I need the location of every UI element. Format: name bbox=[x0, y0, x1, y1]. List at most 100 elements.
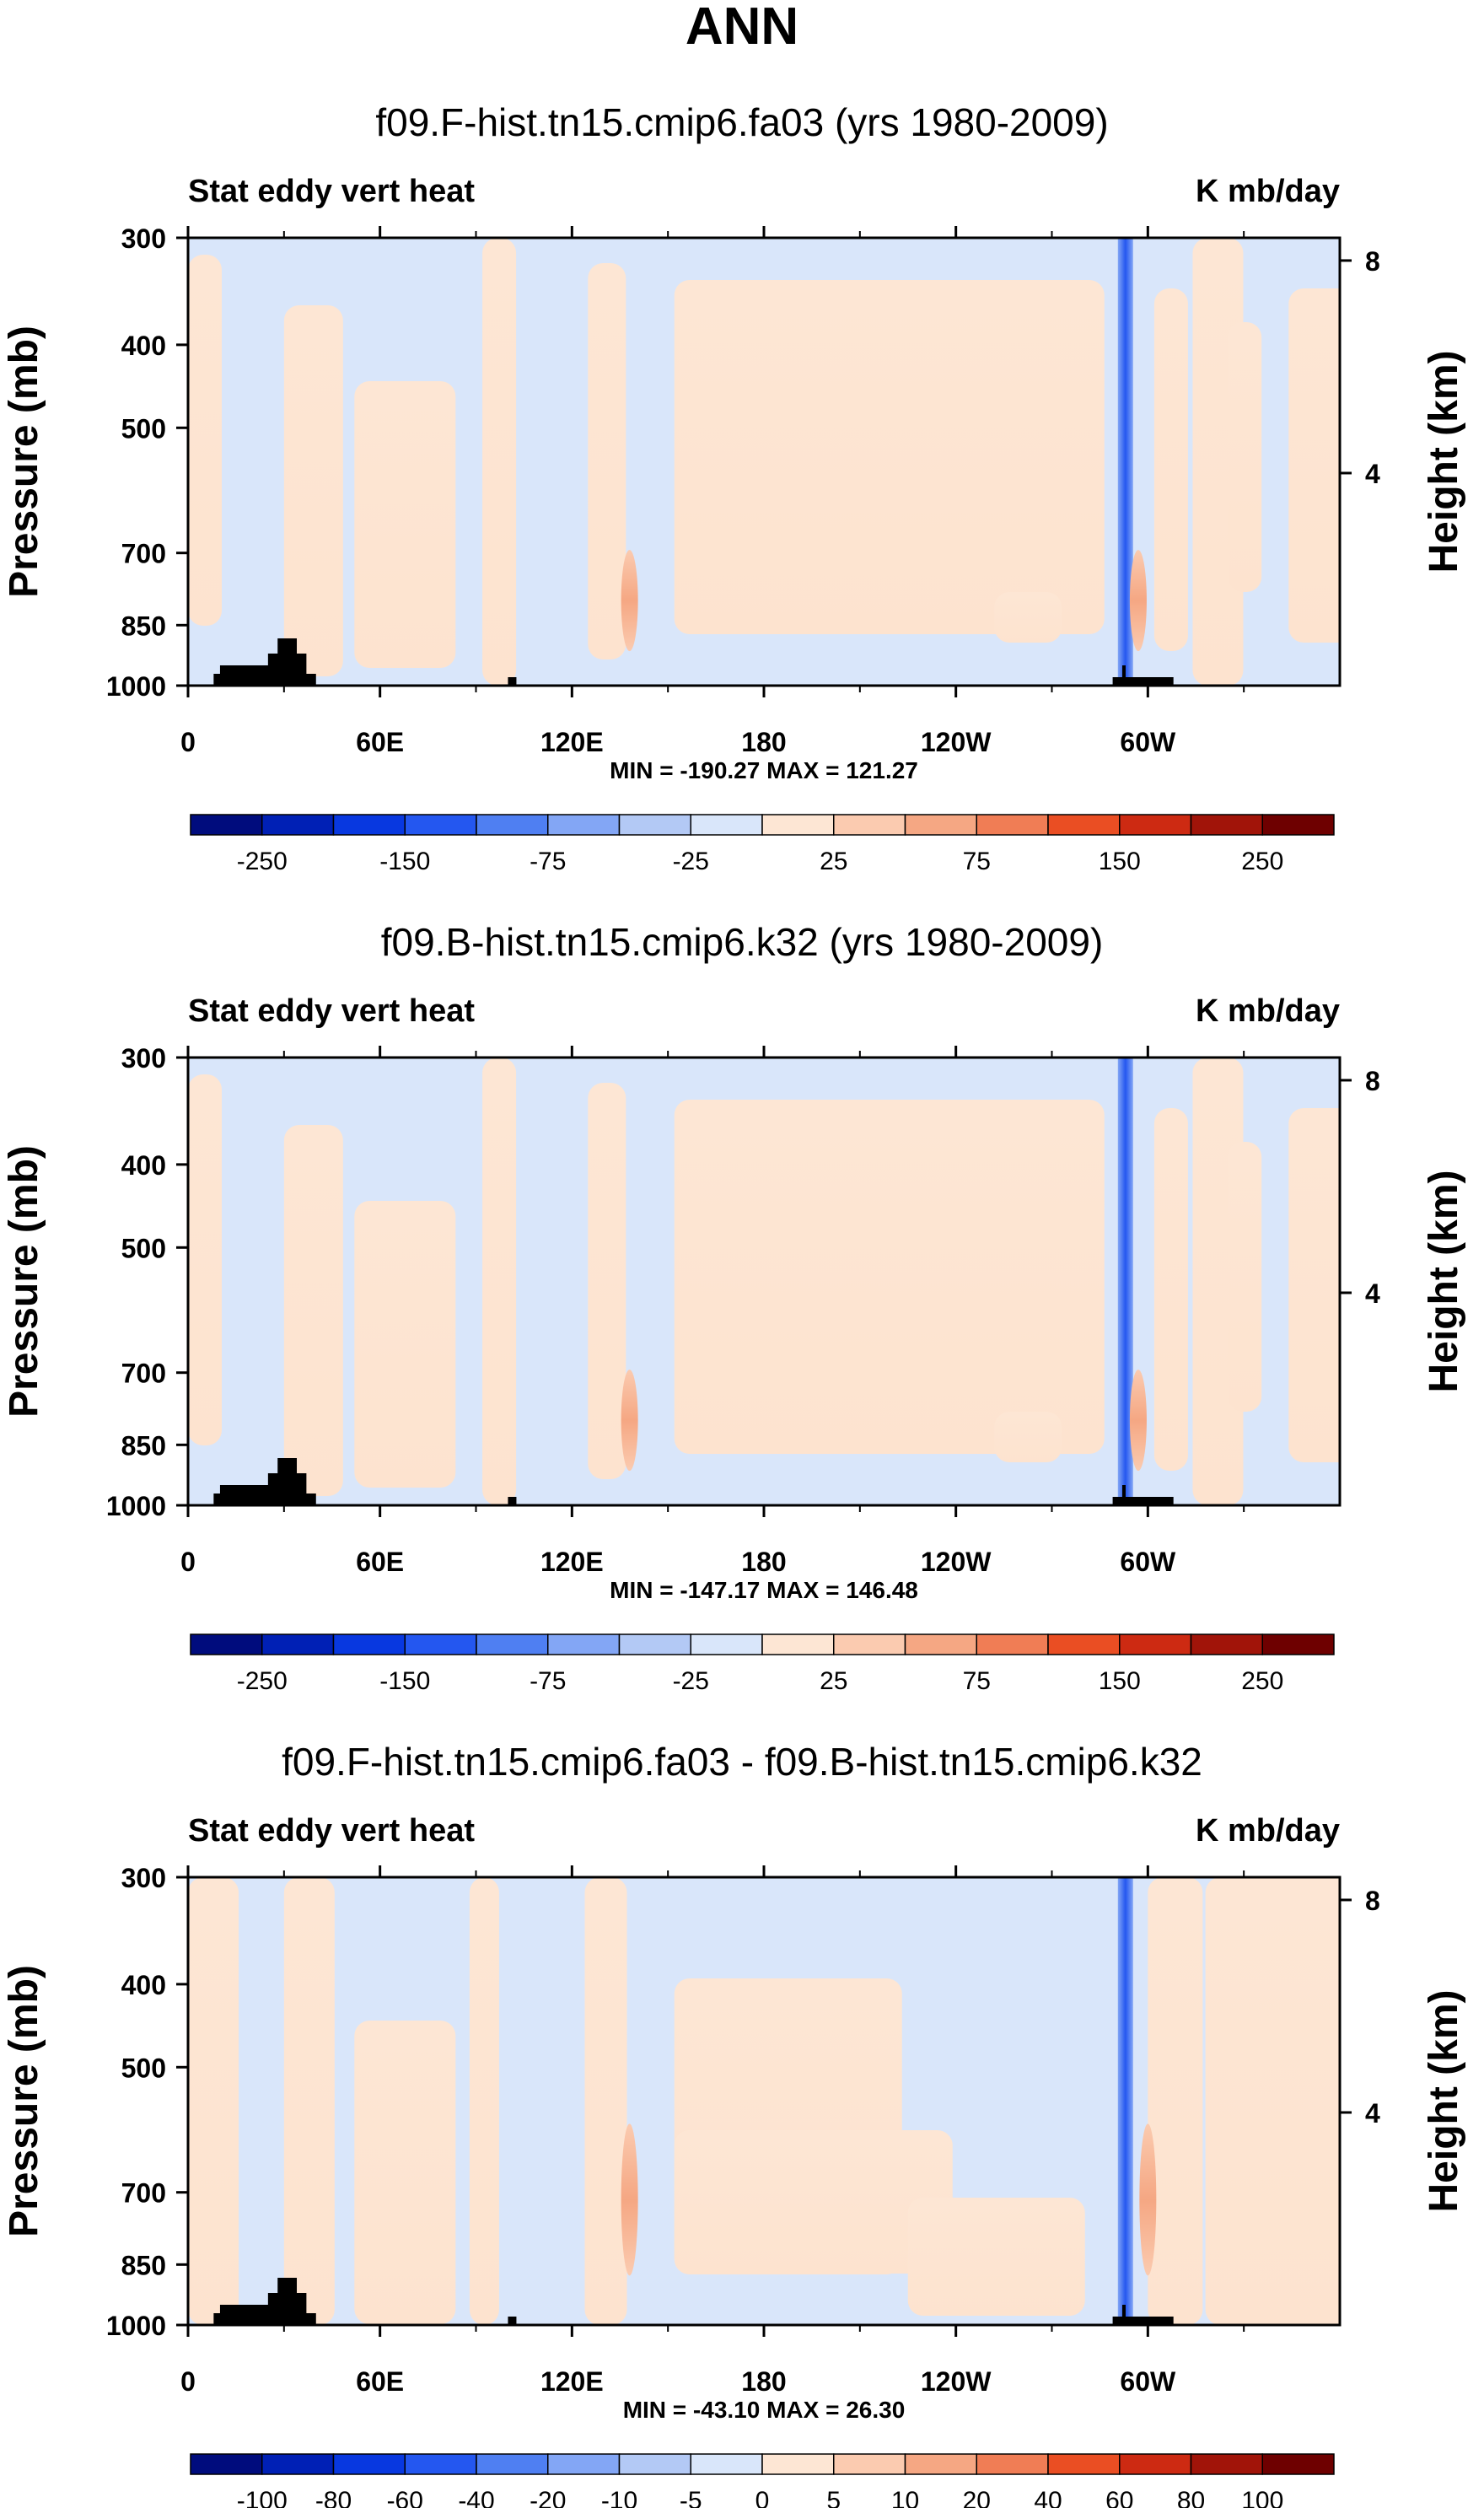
colorbar-swatch bbox=[904, 2453, 977, 2475]
negative-extreme bbox=[1117, 238, 1133, 677]
colorbar-label: 100 bbox=[1241, 2487, 1283, 2508]
positive-region bbox=[994, 592, 1062, 643]
positive-extreme bbox=[1129, 550, 1147, 652]
positive-region bbox=[674, 280, 1105, 634]
colorbar-label: 40 bbox=[1034, 2487, 1062, 2508]
colorbar-label: -5 bbox=[680, 2487, 702, 2508]
colorbar-swatch bbox=[761, 814, 835, 836]
x-tick-label: 0 bbox=[180, 2366, 196, 2397]
x-tick-label: 180 bbox=[741, 727, 786, 757]
colorbar-swatch bbox=[1190, 2453, 1263, 2475]
colorbar-swatch bbox=[618, 1633, 691, 1655]
x-tick-label: 60E bbox=[356, 727, 404, 757]
positive-region bbox=[354, 381, 456, 668]
x-tick-label: 0 bbox=[180, 1547, 196, 1577]
positive-extreme bbox=[621, 550, 638, 652]
colorbar-swatch bbox=[1047, 2453, 1121, 2475]
y-tick-label: 500 bbox=[121, 2053, 166, 2083]
colorbar-swatch bbox=[404, 2453, 477, 2475]
colorbar-swatch bbox=[976, 1633, 1049, 1655]
colorbar-swatch bbox=[261, 2453, 335, 2475]
x-tick-label: 60W bbox=[1120, 1547, 1176, 1577]
colorbar-swatch bbox=[1119, 1633, 1192, 1655]
y-tick-label: 400 bbox=[121, 331, 166, 361]
field bbox=[188, 238, 1340, 686]
colorbar-swatch bbox=[404, 814, 477, 836]
y-tick-label: 850 bbox=[121, 2250, 166, 2280]
x-tick-label: 120W bbox=[921, 2366, 992, 2397]
colorbar-swatch bbox=[761, 1633, 835, 1655]
positive-region bbox=[674, 2130, 953, 2274]
variable-label: Stat eddy vert heat bbox=[188, 174, 475, 209]
colorbar-swatch bbox=[833, 814, 906, 836]
y-tick-label: 1000 bbox=[106, 2311, 166, 2341]
colorbar-label: -75 bbox=[530, 1667, 566, 1695]
y-axis-label: Pressure (mb) bbox=[2, 1145, 46, 1418]
main-title: ANN bbox=[686, 0, 798, 56]
colorbar-swatch bbox=[404, 1633, 477, 1655]
positive-region bbox=[354, 1201, 456, 1488]
colorbar-label: 75 bbox=[963, 848, 991, 875]
positive-region bbox=[283, 305, 343, 676]
topography-asia bbox=[508, 2317, 517, 2325]
x-tick-label: 180 bbox=[741, 1547, 786, 1577]
positive-region bbox=[907, 2198, 1085, 2316]
right-tick-label: 4 bbox=[1365, 2098, 1380, 2129]
topography-africa bbox=[213, 1458, 316, 1505]
colorbar-swatch bbox=[976, 814, 1049, 836]
colorbar-label: 80 bbox=[1177, 2487, 1205, 2508]
colorbar-swatch bbox=[1047, 814, 1121, 836]
x-tick-label: 120E bbox=[540, 2366, 604, 2397]
colorbar-swatch bbox=[1190, 1633, 1263, 1655]
colorbar-swatch bbox=[190, 814, 263, 836]
y-tick-label: 300 bbox=[121, 1043, 166, 1074]
positive-region bbox=[674, 1100, 1105, 1454]
y-tick-label: 700 bbox=[121, 1359, 166, 1389]
right-axis-label: Height (km) bbox=[1422, 351, 1466, 573]
right-tick-label: 8 bbox=[1365, 1886, 1380, 1916]
colorbar-swatch bbox=[690, 814, 763, 836]
colorbar-swatch bbox=[833, 2453, 906, 2475]
positive-region bbox=[1148, 1877, 1203, 2325]
colorbar-label: -20 bbox=[530, 2487, 566, 2508]
positive-region bbox=[584, 1877, 627, 2325]
colorbar-label: 75 bbox=[963, 1667, 991, 1695]
positive-region bbox=[188, 1074, 222, 1445]
colorbar-swatch bbox=[547, 2453, 621, 2475]
y-tick-label: 400 bbox=[121, 1970, 166, 2000]
colorbar-label: -250 bbox=[237, 848, 288, 875]
colorbar-label: 60 bbox=[1105, 2487, 1133, 2508]
panel-title: f09.F-hist.tn15.cmip6.fa03 (yrs 1980-200… bbox=[375, 100, 1108, 144]
colorbar-swatch bbox=[976, 2453, 1049, 2475]
colorbar-swatch bbox=[618, 814, 691, 836]
topography-africa bbox=[213, 638, 316, 686]
y-tick-label: 500 bbox=[121, 413, 166, 444]
colorbar-swatch bbox=[690, 1633, 763, 1655]
colorbar-label: -40 bbox=[458, 2487, 494, 2508]
colorbar-swatch bbox=[904, 1633, 977, 1655]
positive-extreme bbox=[1139, 2123, 1157, 2276]
y-tick-label: 850 bbox=[121, 611, 166, 641]
topography-andes bbox=[1112, 1485, 1174, 1505]
x-tick-label: 60E bbox=[356, 1547, 404, 1577]
panel-title: f09.B-hist.tn15.cmip6.k32 (yrs 1980-2009… bbox=[381, 920, 1104, 964]
y-tick-label: 1000 bbox=[106, 1491, 166, 1521]
right-tick-label: 8 bbox=[1365, 1066, 1380, 1096]
x-tick-label: 120W bbox=[921, 727, 992, 757]
y-axis-label: Pressure (mb) bbox=[2, 1965, 46, 2237]
positive-region bbox=[1288, 288, 1340, 643]
colorbar-label: -25 bbox=[673, 848, 709, 875]
positive-region bbox=[482, 238, 517, 686]
y-axis-label: Pressure (mb) bbox=[2, 326, 46, 598]
y-tick-label: 700 bbox=[121, 2178, 166, 2209]
colorbar-swatch bbox=[1261, 1633, 1335, 1655]
positive-region bbox=[482, 1058, 517, 1505]
panel-1: f09.F-hist.tn15.cmip6.fa03 (yrs 1980-200… bbox=[2, 100, 1466, 875]
colorbar-swatch bbox=[332, 814, 406, 836]
field bbox=[188, 1058, 1340, 1505]
y-tick-label: 400 bbox=[121, 1150, 166, 1181]
negative-extreme bbox=[1117, 1058, 1133, 1497]
colorbar-label: -150 bbox=[379, 848, 430, 875]
x-tick-label: 180 bbox=[741, 2366, 786, 2397]
